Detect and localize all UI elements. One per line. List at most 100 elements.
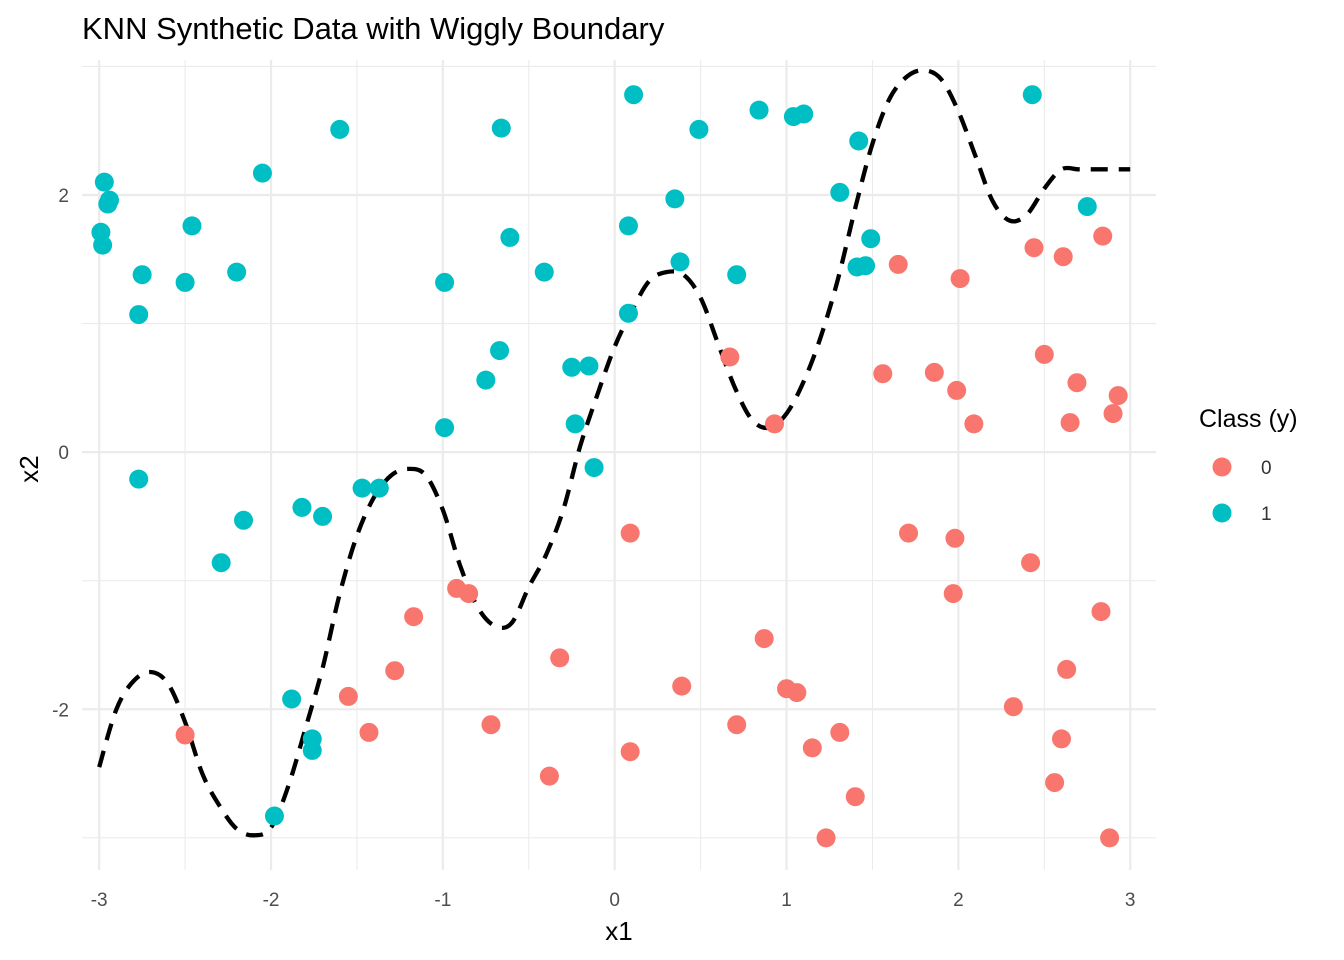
- chart-title: KNN Synthetic Data with Wiggly Boundary: [82, 11, 665, 46]
- y-tick-label: 0: [58, 443, 69, 464]
- point-class-1: [689, 119, 709, 139]
- point-class-0: [620, 742, 640, 762]
- point-class-0: [385, 661, 405, 681]
- point-class-1: [534, 262, 554, 282]
- point-class-1: [330, 119, 350, 139]
- point-class-1: [849, 131, 869, 151]
- point-class-1: [352, 478, 372, 498]
- point-class-1: [175, 272, 195, 292]
- point-class-1: [562, 357, 582, 377]
- point-class-0: [720, 347, 740, 367]
- point-class-1: [252, 163, 272, 183]
- legend-entries: 01: [1212, 457, 1272, 525]
- point-class-0: [1067, 373, 1087, 393]
- point-class-0: [899, 523, 919, 543]
- x-tick-label: 3: [1125, 890, 1136, 911]
- point-class-0: [1034, 344, 1054, 364]
- x-axis-ticks: -3 -2 -1 0 1 2 3: [91, 890, 1136, 911]
- point-class-1: [665, 189, 685, 209]
- point-class-0: [620, 523, 640, 543]
- point-class-0: [802, 738, 822, 758]
- point-class-0: [1045, 773, 1065, 793]
- point-class-0: [338, 686, 358, 706]
- point-class-0: [1057, 659, 1077, 679]
- grid: [82, 60, 1156, 870]
- point-class-1: [584, 458, 604, 478]
- point-class-0: [1003, 697, 1023, 717]
- point-class-1: [565, 414, 585, 434]
- point-class-0: [459, 584, 479, 604]
- point-class-0: [924, 362, 944, 382]
- point-class-1: [435, 418, 455, 438]
- point-class-0: [787, 683, 807, 703]
- point-class-0: [1021, 553, 1041, 573]
- point-class-0: [845, 787, 865, 807]
- point-class-1: [490, 341, 510, 361]
- point-class-1: [794, 104, 814, 124]
- point-class-1: [264, 806, 284, 826]
- x-tick-label: -2: [263, 890, 280, 911]
- data-points: [91, 85, 1128, 848]
- point-class-1: [292, 497, 312, 517]
- y-tick-label: 2: [58, 186, 69, 207]
- point-class-1: [856, 256, 876, 276]
- point-class-0: [950, 269, 970, 289]
- point-class-1: [302, 740, 322, 760]
- legend: Class (y) 01: [1199, 405, 1298, 525]
- point-class-0: [1060, 413, 1080, 433]
- point-class-0: [1093, 226, 1113, 246]
- point-class-0: [964, 414, 984, 434]
- x-tick-label: 1: [781, 890, 792, 911]
- point-class-0: [1091, 602, 1111, 622]
- point-class-1: [94, 172, 114, 192]
- point-class-0: [672, 676, 692, 696]
- y-axis-title: x2: [14, 455, 44, 482]
- point-class-1: [282, 689, 302, 709]
- point-class-1: [579, 356, 599, 376]
- point-class-0: [550, 648, 570, 668]
- point-class-0: [945, 528, 965, 548]
- point-class-1: [234, 510, 254, 530]
- point-class-1: [670, 252, 690, 272]
- point-class-1: [1022, 85, 1042, 105]
- point-class-1: [129, 305, 149, 325]
- point-class-0: [873, 364, 893, 384]
- point-class-0: [1108, 386, 1128, 406]
- point-class-1: [211, 553, 231, 573]
- point-class-1: [227, 262, 247, 282]
- point-class-0: [539, 766, 559, 786]
- point-class-1: [369, 478, 389, 498]
- x-tick-label: 2: [953, 890, 964, 911]
- point-class-1: [476, 370, 496, 390]
- point-class-0: [816, 828, 836, 848]
- point-class-1: [99, 190, 119, 210]
- point-class-0: [1100, 828, 1120, 848]
- point-class-1: [491, 118, 511, 138]
- point-class-1: [624, 85, 644, 105]
- legend-label-0: 0: [1261, 458, 1272, 479]
- x-tick-label: -1: [434, 890, 451, 911]
- point-class-0: [359, 722, 379, 742]
- point-class-0: [765, 414, 785, 434]
- x-axis-title: x1: [605, 916, 632, 946]
- point-class-1: [182, 216, 202, 236]
- point-class-0: [481, 715, 501, 735]
- point-class-0: [1053, 247, 1073, 267]
- point-class-1: [93, 235, 113, 255]
- point-class-1: [727, 265, 747, 285]
- point-class-1: [313, 506, 333, 526]
- point-class-0: [943, 584, 963, 604]
- point-class-1: [618, 216, 638, 236]
- legend-key-1: [1212, 503, 1232, 523]
- y-axis-ticks: -2 0 2: [52, 186, 69, 721]
- point-class-1: [129, 469, 149, 489]
- point-class-1: [1077, 197, 1097, 217]
- point-class-0: [1024, 238, 1044, 258]
- point-class-0: [404, 607, 424, 627]
- point-class-1: [435, 272, 455, 292]
- point-class-0: [830, 722, 850, 742]
- x-tick-label: 0: [609, 890, 620, 911]
- point-class-0: [1103, 404, 1123, 424]
- point-class-1: [618, 303, 638, 323]
